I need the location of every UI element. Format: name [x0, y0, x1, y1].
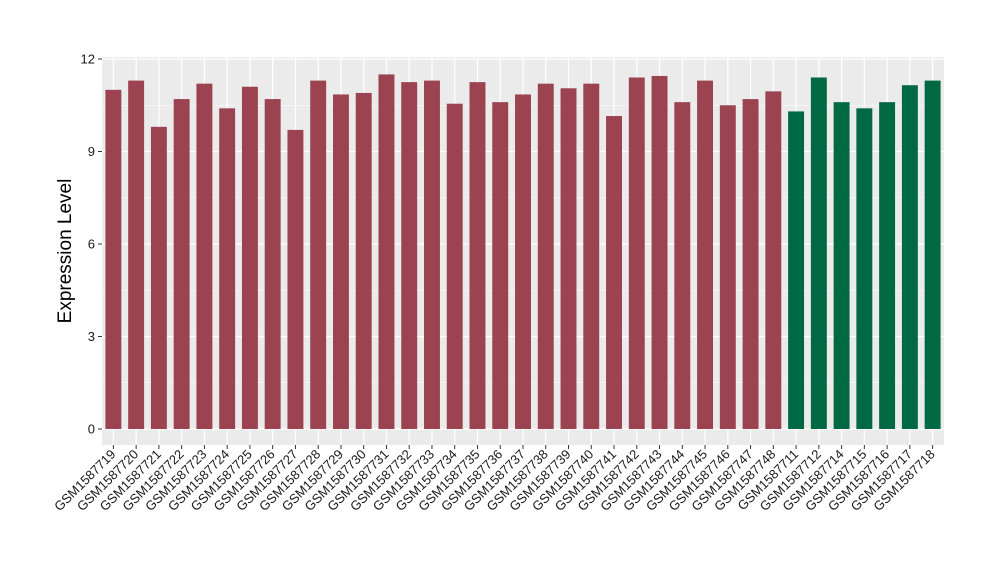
bar-GSM1587741: [606, 116, 622, 430]
bar-GSM1587727: [287, 129, 304, 429]
bar-GSM1587714: [833, 102, 850, 430]
bar-GSM1587743: [651, 75, 668, 429]
bar-GSM1587735: [469, 82, 486, 429]
y-axis-title: Expression Level: [55, 179, 76, 324]
bar-GSM1587744: [674, 102, 691, 430]
bar-GSM1587745: [697, 80, 714, 429]
bars: [105, 74, 941, 430]
y-tick-label: 9: [88, 144, 95, 159]
bar-GSM1587728: [310, 80, 327, 429]
bar-GSM1587737: [515, 94, 531, 429]
y-axis: 0 3 6 9 12: [81, 52, 102, 437]
bar-GSM1587733: [424, 80, 440, 429]
bar-GSM1587712: [810, 77, 827, 429]
bar-GSM1587748: [765, 91, 782, 429]
bar-GSM1587718: [924, 80, 941, 429]
bar-GSM1587734: [446, 103, 463, 429]
bar-GSM1587724: [219, 108, 236, 429]
bar-GSM1587730: [355, 92, 372, 430]
bar-GSM1587725: [241, 86, 258, 429]
bar-GSM1587747: [742, 99, 759, 429]
bar-GSM1587720: [128, 80, 145, 429]
bar-GSM1587717: [901, 85, 918, 429]
bar-GSM1587732: [401, 82, 418, 429]
bar-GSM1587738: [537, 83, 554, 430]
bar-GSM1587726: [264, 99, 281, 429]
bar-GSM1587740: [583, 83, 600, 430]
bar-GSM1587729: [332, 94, 349, 429]
bar-GSM1587742: [628, 77, 645, 429]
bar-GSM1587736: [492, 102, 509, 430]
bar-GSM1587721: [150, 126, 167, 429]
y-tick-label: 0: [88, 422, 95, 437]
bar-GSM1587722: [173, 99, 190, 429]
bar-GSM1587716: [879, 102, 896, 430]
y-tick-label: 6: [88, 237, 95, 252]
bar-GSM1587715: [856, 108, 873, 429]
bar-GSM1587723: [196, 83, 213, 430]
y-tick-label: 3: [88, 329, 95, 344]
bar-GSM1587739: [560, 88, 577, 430]
bar-GSM1587719: [105, 89, 122, 429]
y-tick-label: 12: [81, 52, 95, 67]
bar-GSM1587731: [378, 74, 395, 430]
bar-GSM1587746: [719, 105, 736, 429]
x-axis: GSM1587719GSM1587720GSM1587721GSM1587722…: [51, 445, 938, 514]
bar-GSM1587711: [788, 111, 805, 430]
